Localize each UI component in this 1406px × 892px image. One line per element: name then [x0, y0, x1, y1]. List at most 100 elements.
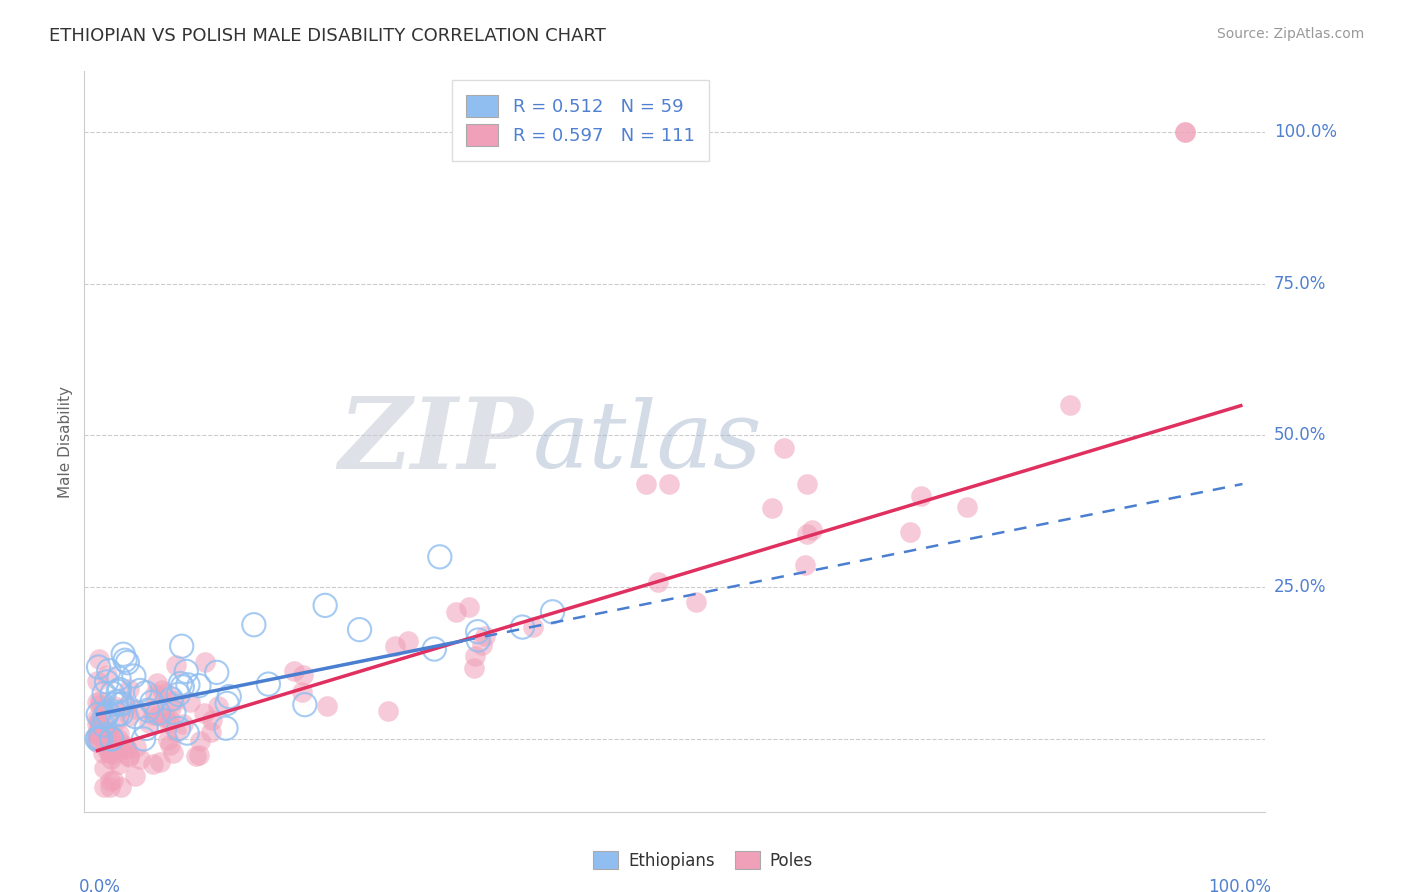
- Point: [201, 713, 224, 727]
- Point: [283, 665, 305, 679]
- Point: [200, 724, 222, 739]
- Point: [396, 633, 419, 648]
- Point: [89, 718, 111, 732]
- Point: [86, 695, 108, 709]
- Point: [118, 708, 141, 723]
- Point: [118, 682, 141, 697]
- Point: [165, 658, 187, 673]
- Point: [132, 731, 155, 746]
- Text: 100.0%: 100.0%: [1208, 879, 1271, 892]
- Point: [97, 664, 120, 678]
- Point: [188, 733, 211, 747]
- Point: [104, 739, 127, 753]
- Point: [315, 699, 337, 714]
- Point: [169, 676, 191, 690]
- Text: 25.0%: 25.0%: [1274, 578, 1326, 596]
- Point: [186, 748, 208, 763]
- Point: [218, 690, 240, 704]
- Point: [93, 780, 115, 795]
- Point: [956, 500, 979, 514]
- Point: [101, 731, 124, 745]
- Point: [86, 727, 108, 741]
- Point: [215, 721, 238, 735]
- Point: [87, 707, 110, 722]
- Point: [90, 731, 112, 746]
- Point: [146, 707, 169, 722]
- Point: [86, 735, 108, 749]
- Point: [761, 501, 783, 516]
- Point: [96, 674, 118, 689]
- Point: [105, 695, 128, 709]
- Point: [217, 697, 239, 711]
- Point: [94, 709, 117, 723]
- Point: [89, 698, 111, 712]
- Point: [162, 746, 184, 760]
- Point: [153, 710, 176, 724]
- Point: [444, 605, 467, 619]
- Point: [98, 731, 121, 745]
- Text: ETHIOPIAN VS POLISH MALE DISABILITY CORRELATION CHART: ETHIOPIAN VS POLISH MALE DISABILITY CORR…: [49, 27, 606, 45]
- Point: [96, 706, 118, 720]
- Point: [114, 653, 136, 667]
- Point: [89, 714, 111, 728]
- Text: ZIP: ZIP: [339, 393, 533, 490]
- Point: [105, 713, 128, 727]
- Point: [1174, 125, 1197, 139]
- Point: [100, 773, 122, 788]
- Point: [142, 757, 165, 772]
- Point: [138, 716, 160, 731]
- Point: [125, 702, 148, 716]
- Point: [148, 755, 170, 769]
- Point: [167, 687, 190, 701]
- Point: [129, 683, 152, 698]
- Point: [110, 706, 132, 721]
- Point: [124, 709, 146, 723]
- Point: [108, 756, 131, 771]
- Point: [142, 701, 165, 715]
- Point: [87, 660, 110, 674]
- Point: [97, 738, 120, 752]
- Point: [98, 780, 121, 795]
- Point: [205, 665, 228, 680]
- Point: [156, 733, 179, 747]
- Point: [170, 639, 193, 653]
- Point: [87, 725, 110, 739]
- Point: [148, 706, 170, 720]
- Point: [257, 677, 280, 691]
- Point: [107, 684, 129, 698]
- Point: [87, 716, 110, 731]
- Point: [464, 648, 486, 663]
- Point: [115, 699, 138, 714]
- Point: [467, 633, 489, 648]
- Point: [172, 717, 194, 731]
- Y-axis label: Male Disability: Male Disability: [58, 385, 73, 498]
- Point: [125, 739, 148, 754]
- Point: [314, 599, 336, 613]
- Point: [796, 527, 818, 541]
- Point: [86, 731, 108, 746]
- Point: [93, 761, 115, 775]
- Point: [291, 667, 314, 681]
- Point: [86, 673, 108, 688]
- Point: [141, 695, 163, 709]
- Legend: R = 0.512   N = 59, R = 0.597   N = 111: R = 0.512 N = 59, R = 0.597 N = 111: [451, 80, 709, 161]
- Point: [124, 769, 146, 783]
- Text: 75.0%: 75.0%: [1274, 275, 1326, 293]
- Point: [801, 523, 824, 537]
- Point: [108, 682, 131, 697]
- Point: [108, 727, 131, 741]
- Point: [93, 718, 115, 732]
- Point: [188, 679, 211, 693]
- Point: [115, 740, 138, 755]
- Point: [89, 652, 111, 666]
- Point: [86, 717, 108, 731]
- Point: [93, 746, 115, 760]
- Point: [162, 694, 184, 708]
- Point: [97, 727, 120, 741]
- Point: [103, 698, 125, 713]
- Point: [110, 780, 132, 795]
- Point: [94, 731, 117, 745]
- Point: [146, 675, 169, 690]
- Point: [160, 692, 183, 706]
- Point: [112, 738, 135, 752]
